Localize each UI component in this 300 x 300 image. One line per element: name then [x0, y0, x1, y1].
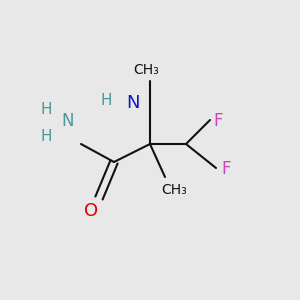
Text: O: O — [84, 202, 99, 220]
Text: CH₃: CH₃ — [162, 183, 188, 196]
Text: CH₃: CH₃ — [134, 64, 159, 77]
Text: H: H — [41, 102, 52, 117]
Text: F: F — [214, 112, 223, 130]
Text: N: N — [61, 112, 74, 130]
Text: H: H — [41, 129, 52, 144]
Text: F: F — [222, 160, 231, 178]
Text: N: N — [127, 94, 140, 112]
Text: H: H — [101, 93, 112, 108]
